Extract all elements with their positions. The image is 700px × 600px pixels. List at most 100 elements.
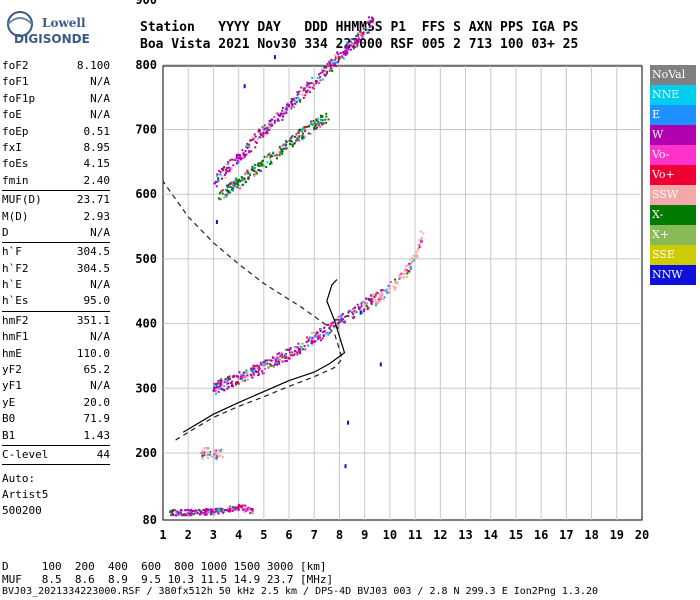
echo-point: [323, 66, 326, 69]
echo-point: [312, 122, 315, 125]
echo-point: [235, 155, 238, 158]
echo-point: [334, 54, 337, 57]
echo-point: [245, 153, 248, 156]
echo-point: [231, 158, 234, 161]
echo-point: [385, 292, 388, 295]
param-label: foF2: [2, 59, 29, 72]
echo-point: [266, 130, 269, 133]
echo-point: [367, 306, 370, 309]
echo-point: [228, 191, 231, 194]
echo-point: [199, 513, 202, 516]
echo-point: [349, 309, 352, 312]
echo-point: [291, 145, 294, 148]
echo-point: [311, 336, 314, 339]
echo-point: [299, 348, 302, 351]
echo-point: [217, 179, 220, 182]
echo-point: [237, 508, 240, 511]
echo-point: [221, 387, 224, 390]
echo-point: [356, 34, 359, 37]
echo-point: [176, 513, 179, 516]
echo-point: [248, 151, 251, 154]
echo-point: [269, 126, 272, 129]
echo-point: [235, 381, 238, 384]
echo-point: [306, 84, 309, 87]
echo-point: [204, 510, 207, 513]
echo-point: [207, 453, 210, 456]
echo-point: [225, 169, 228, 172]
echo-point: [383, 296, 386, 299]
echo-point: [293, 97, 296, 100]
echo-point: [407, 264, 410, 267]
echo-point: [201, 457, 204, 460]
echo-point: [285, 106, 288, 109]
x-tick-label: 4: [235, 528, 242, 542]
echo-point: [301, 137, 304, 140]
x-tick-label: 7: [311, 528, 318, 542]
echo-point: [347, 42, 350, 45]
echo-point: [354, 41, 357, 44]
echo-point: [338, 56, 341, 59]
autoscaling-line: Artist5: [2, 488, 49, 502]
echo-point: [221, 509, 224, 512]
echo-point: [271, 155, 274, 158]
echo-point: [361, 35, 364, 38]
echo-point: [297, 131, 300, 134]
echo-point: [387, 285, 390, 288]
echo-point: [367, 31, 370, 34]
echo-point: [316, 332, 319, 335]
echo-point: [356, 38, 359, 41]
echo-point: [273, 121, 276, 124]
echo-point: [321, 337, 324, 340]
echo-point: [313, 125, 316, 128]
echo-point: [214, 386, 217, 389]
echo-point: [267, 365, 270, 368]
echo-point: [380, 297, 383, 300]
echo-point: [301, 130, 304, 133]
echo-point: [242, 178, 245, 181]
param-value: 2.93: [83, 209, 111, 223]
echo-point: [215, 392, 218, 395]
echo-point: [231, 383, 234, 386]
echo-point: [223, 509, 226, 512]
echo-point: [195, 509, 198, 512]
echo-point: [311, 342, 314, 345]
echo-point: [347, 48, 350, 51]
param-row: fxI 8.95: [2, 140, 110, 156]
echo-point: [252, 367, 255, 370]
echo-point: [321, 115, 324, 118]
echo-point: [363, 308, 366, 311]
echo-point: [263, 155, 266, 158]
echo-point: [388, 290, 391, 293]
echo-point: [293, 99, 296, 102]
echo-point: [384, 289, 387, 292]
echo-point: [181, 514, 184, 517]
echo-point: [252, 371, 255, 374]
param-value: 95.0: [83, 294, 111, 308]
echo-point: [274, 358, 277, 361]
echo-point: [331, 62, 334, 65]
echo-point: [320, 328, 323, 331]
echo-point: [316, 80, 319, 83]
echo-point: [318, 82, 321, 85]
echo-point: [266, 362, 269, 365]
echo-point: [251, 168, 254, 171]
echo-point: [307, 339, 310, 342]
echo-point: [270, 124, 273, 127]
echo-point: [205, 508, 208, 511]
echo-point: [353, 45, 356, 48]
echo-point: [255, 171, 258, 174]
echo-point: [233, 181, 236, 184]
echo-point: [255, 142, 258, 145]
echo-point: [278, 154, 281, 157]
echo-point: [375, 291, 378, 294]
echo-point: [236, 182, 239, 185]
param-row: h`F 304.5: [2, 244, 110, 260]
echo-point: [248, 146, 251, 149]
echo-point: [260, 133, 263, 136]
echo-point: [301, 127, 304, 130]
echo-point: [187, 509, 190, 512]
echo-point: [394, 280, 397, 283]
echo-point: [256, 163, 259, 166]
echo-point: [223, 381, 226, 384]
echo-point: [315, 82, 318, 85]
